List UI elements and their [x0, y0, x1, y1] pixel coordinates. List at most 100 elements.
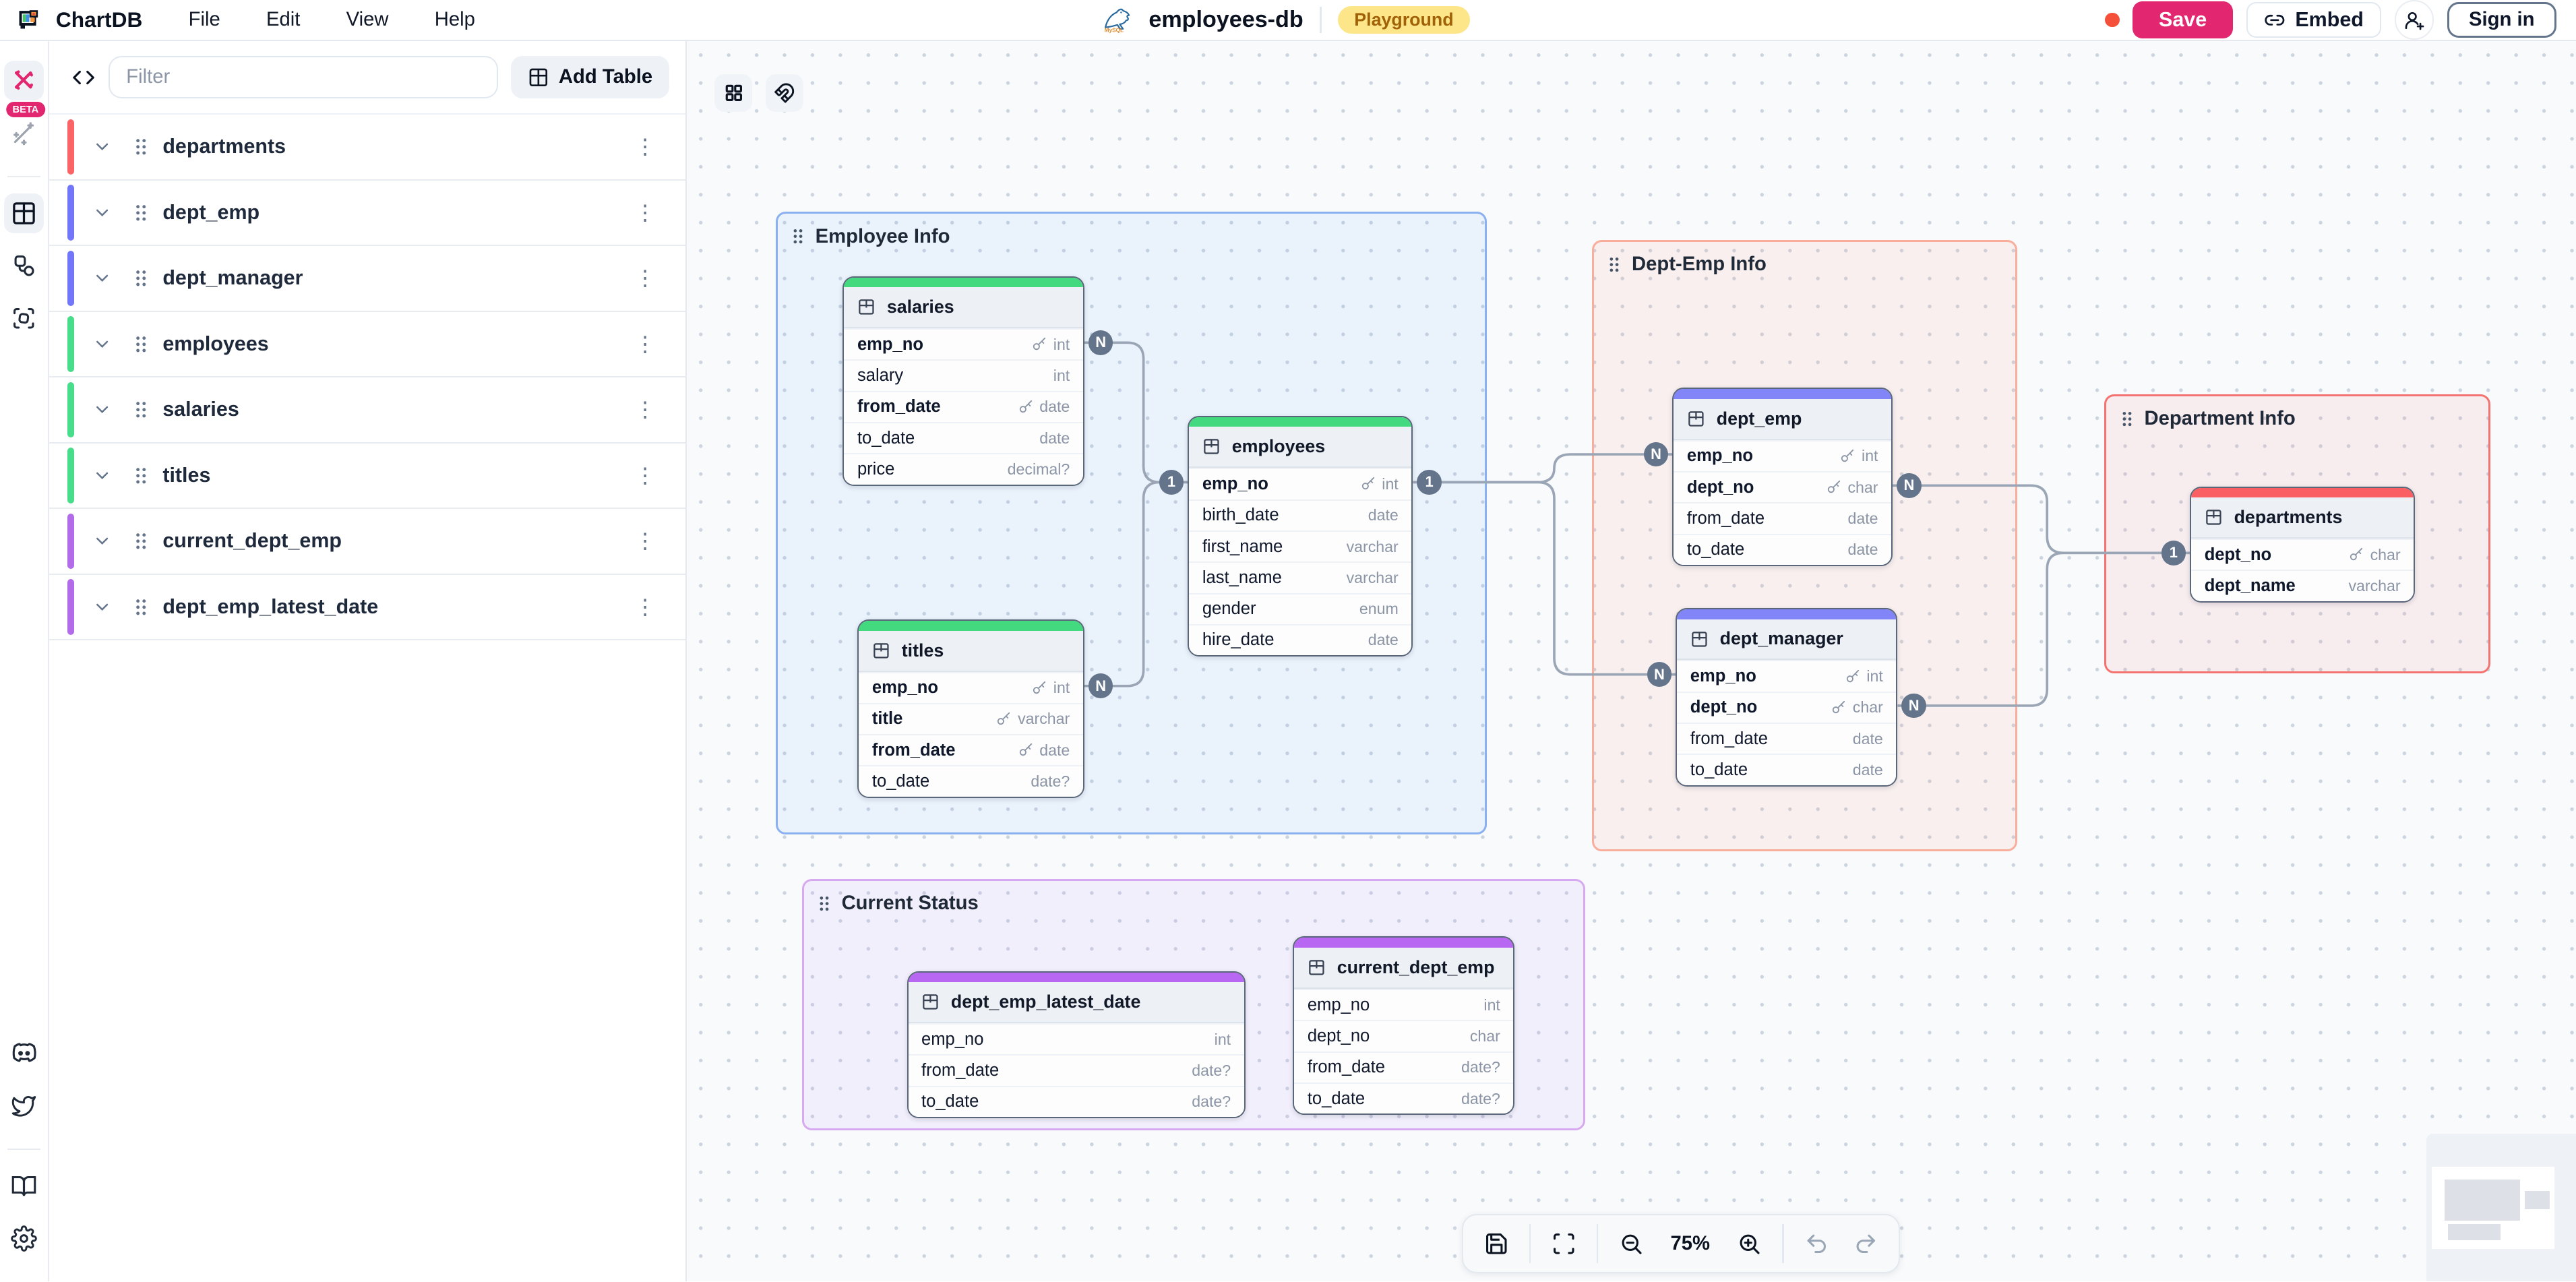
invite-user-button[interactable]: NEW: [2394, 0, 2434, 40]
snap-magnet-button[interactable]: [765, 73, 803, 112]
field-row[interactable]: dept_no char: [2191, 539, 2414, 570]
kebab-menu-icon[interactable]: ⋮: [634, 266, 656, 291]
field-row[interactable]: birth_date date: [1189, 499, 1412, 530]
field-row[interactable]: to_date date?: [908, 1085, 1244, 1118]
field-row[interactable]: from_date date: [844, 390, 1083, 422]
menu-file[interactable]: File: [188, 8, 220, 30]
kebab-menu-icon[interactable]: ⋮: [634, 594, 656, 619]
redo-button[interactable]: [1843, 1221, 1889, 1266]
table-node-employees[interactable]: employees emp_no int birth_date date first…: [1188, 415, 1413, 657]
drag-handle-icon[interactable]: [133, 465, 149, 487]
drag-handle-icon[interactable]: [791, 226, 805, 246]
field-row[interactable]: emp_no int: [1677, 660, 1897, 692]
tables-panel-icon[interactable]: [4, 193, 44, 233]
chevron-down-icon[interactable]: [92, 466, 112, 485]
menu-help[interactable]: Help: [434, 8, 475, 30]
drag-handle-icon[interactable]: [133, 136, 149, 158]
sidebar-item-employees[interactable]: employees ⋮: [49, 311, 685, 378]
kebab-menu-icon[interactable]: ⋮: [634, 528, 656, 553]
field-row[interactable]: emp_no int: [844, 328, 1083, 360]
drag-handle-icon[interactable]: [133, 202, 149, 224]
chevron-down-icon[interactable]: [92, 268, 112, 288]
drag-handle-icon[interactable]: [1607, 255, 1622, 274]
field-row[interactable]: dept_name varchar: [2191, 570, 2414, 601]
table-node-dept-manager[interactable]: dept_manager emp_no int dept_no char from_…: [1676, 607, 1898, 787]
field-row[interactable]: from_date date?: [908, 1054, 1244, 1086]
field-row[interactable]: first_name varchar: [1189, 530, 1412, 562]
areas-icon[interactable]: [4, 299, 44, 338]
drag-handle-icon[interactable]: [133, 597, 149, 618]
chevron-down-icon[interactable]: [92, 137, 112, 156]
settings-gear-icon[interactable]: [4, 1219, 44, 1259]
magic-wand-icon[interactable]: BETA: [4, 102, 45, 153]
zoom-level-button[interactable]: 75%: [1657, 1233, 1723, 1255]
table-node-titles[interactable]: titles emp_no int title varchar from_date d…: [857, 619, 1084, 798]
zoom-in-button[interactable]: [1726, 1221, 1772, 1266]
chevron-down-icon[interactable]: [92, 334, 112, 354]
field-row[interactable]: from_date date: [1677, 723, 1897, 754]
minimap[interactable]: [2426, 1133, 2576, 1282]
kebab-menu-icon[interactable]: ⋮: [634, 200, 656, 224]
fit-view-button[interactable]: [1541, 1221, 1587, 1266]
undo-button[interactable]: [1793, 1221, 1839, 1266]
zoom-out-button[interactable]: [1608, 1221, 1654, 1266]
code-view-icon[interactable]: [72, 66, 95, 89]
drag-handle-icon[interactable]: [133, 268, 149, 289]
menu-edit[interactable]: Edit: [266, 8, 301, 30]
relationships-icon[interactable]: [4, 246, 44, 286]
discord-icon[interactable]: [4, 1034, 44, 1074]
drag-handle-icon[interactable]: [133, 530, 149, 552]
table-node-dept-emp-latest-date[interactable]: dept_emp_latest_date emp_no int from_date…: [907, 971, 1246, 1119]
twitter-icon[interactable]: [4, 1087, 44, 1126]
field-row[interactable]: title varchar: [859, 702, 1083, 735]
chevron-down-icon[interactable]: [92, 203, 112, 222]
kebab-menu-icon[interactable]: ⋮: [634, 397, 656, 422]
field-row[interactable]: from_date date: [859, 734, 1083, 766]
docs-book-icon[interactable]: [4, 1167, 44, 1207]
field-row[interactable]: emp_no int: [859, 671, 1083, 703]
sidebar-item-salaries[interactable]: salaries ⋮: [49, 377, 685, 444]
sidebar-item-current-dept-emp[interactable]: current_dept_emp ⋮: [49, 509, 685, 575]
table-node-salaries[interactable]: salaries emp_no int salary int from_date da…: [842, 276, 1084, 486]
embed-button[interactable]: Embed: [2246, 1, 2382, 38]
field-row[interactable]: to_date date: [1677, 754, 1897, 785]
chevron-down-icon[interactable]: [92, 597, 112, 617]
drag-handle-icon[interactable]: [2120, 409, 2135, 429]
field-row[interactable]: dept_no char: [1674, 471, 1891, 503]
reorder-tables-button[interactable]: [714, 73, 753, 112]
kebab-menu-icon[interactable]: ⋮: [634, 462, 656, 487]
table-node-dept-emp[interactable]: dept_emp emp_no int dept_no char from_date…: [1672, 388, 1893, 567]
sidebar-item-departments[interactable]: departments ⋮: [49, 115, 685, 181]
field-row[interactable]: to_date date?: [859, 765, 1083, 797]
field-row[interactable]: dept_no char: [1294, 1020, 1514, 1051]
drag-handle-icon[interactable]: [133, 334, 149, 355]
field-row[interactable]: from_date date: [1674, 502, 1891, 534]
field-row[interactable]: to_date date?: [1294, 1082, 1514, 1114]
drag-handle-icon[interactable]: [817, 894, 832, 913]
signin-button[interactable]: Sign in: [2447, 1, 2556, 38]
field-row[interactable]: price decimal?: [844, 453, 1083, 485]
field-row[interactable]: from_date date?: [1294, 1051, 1514, 1082]
table-node-current-dept-emp[interactable]: current_dept_emp emp_no int dept_no char f…: [1293, 936, 1515, 1116]
field-row[interactable]: dept_no char: [1677, 691, 1897, 723]
kebab-menu-icon[interactable]: ⋮: [634, 134, 656, 159]
add-table-button[interactable]: Add Table: [511, 55, 669, 99]
save-button[interactable]: Save: [2133, 1, 2234, 38]
chevron-down-icon[interactable]: [92, 531, 112, 551]
field-row[interactable]: to_date date: [844, 422, 1083, 454]
drag-handle-icon[interactable]: [133, 399, 149, 421]
save-diagram-button[interactable]: [1473, 1221, 1519, 1266]
sidebar-item-dept-emp-latest-date[interactable]: dept_emp_latest_date ⋮: [49, 574, 685, 641]
sidebar-item-dept-manager[interactable]: dept_manager ⋮: [49, 246, 685, 312]
filter-input[interactable]: [108, 55, 498, 99]
field-row[interactable]: emp_no int: [1674, 439, 1891, 472]
field-row[interactable]: hire_date date: [1189, 623, 1412, 656]
diagram-name[interactable]: employees-db: [1148, 6, 1304, 32]
diagram-canvas[interactable]: Employee Info Dept-Emp Info Department I…: [686, 40, 2576, 1282]
diagram-editor-icon[interactable]: [4, 61, 44, 100]
field-row[interactable]: emp_no int: [908, 1023, 1244, 1055]
kebab-menu-icon[interactable]: ⋮: [634, 331, 656, 356]
field-row[interactable]: salary int: [844, 359, 1083, 391]
field-row[interactable]: to_date date: [1674, 533, 1891, 566]
field-row[interactable]: gender enum: [1189, 592, 1412, 624]
